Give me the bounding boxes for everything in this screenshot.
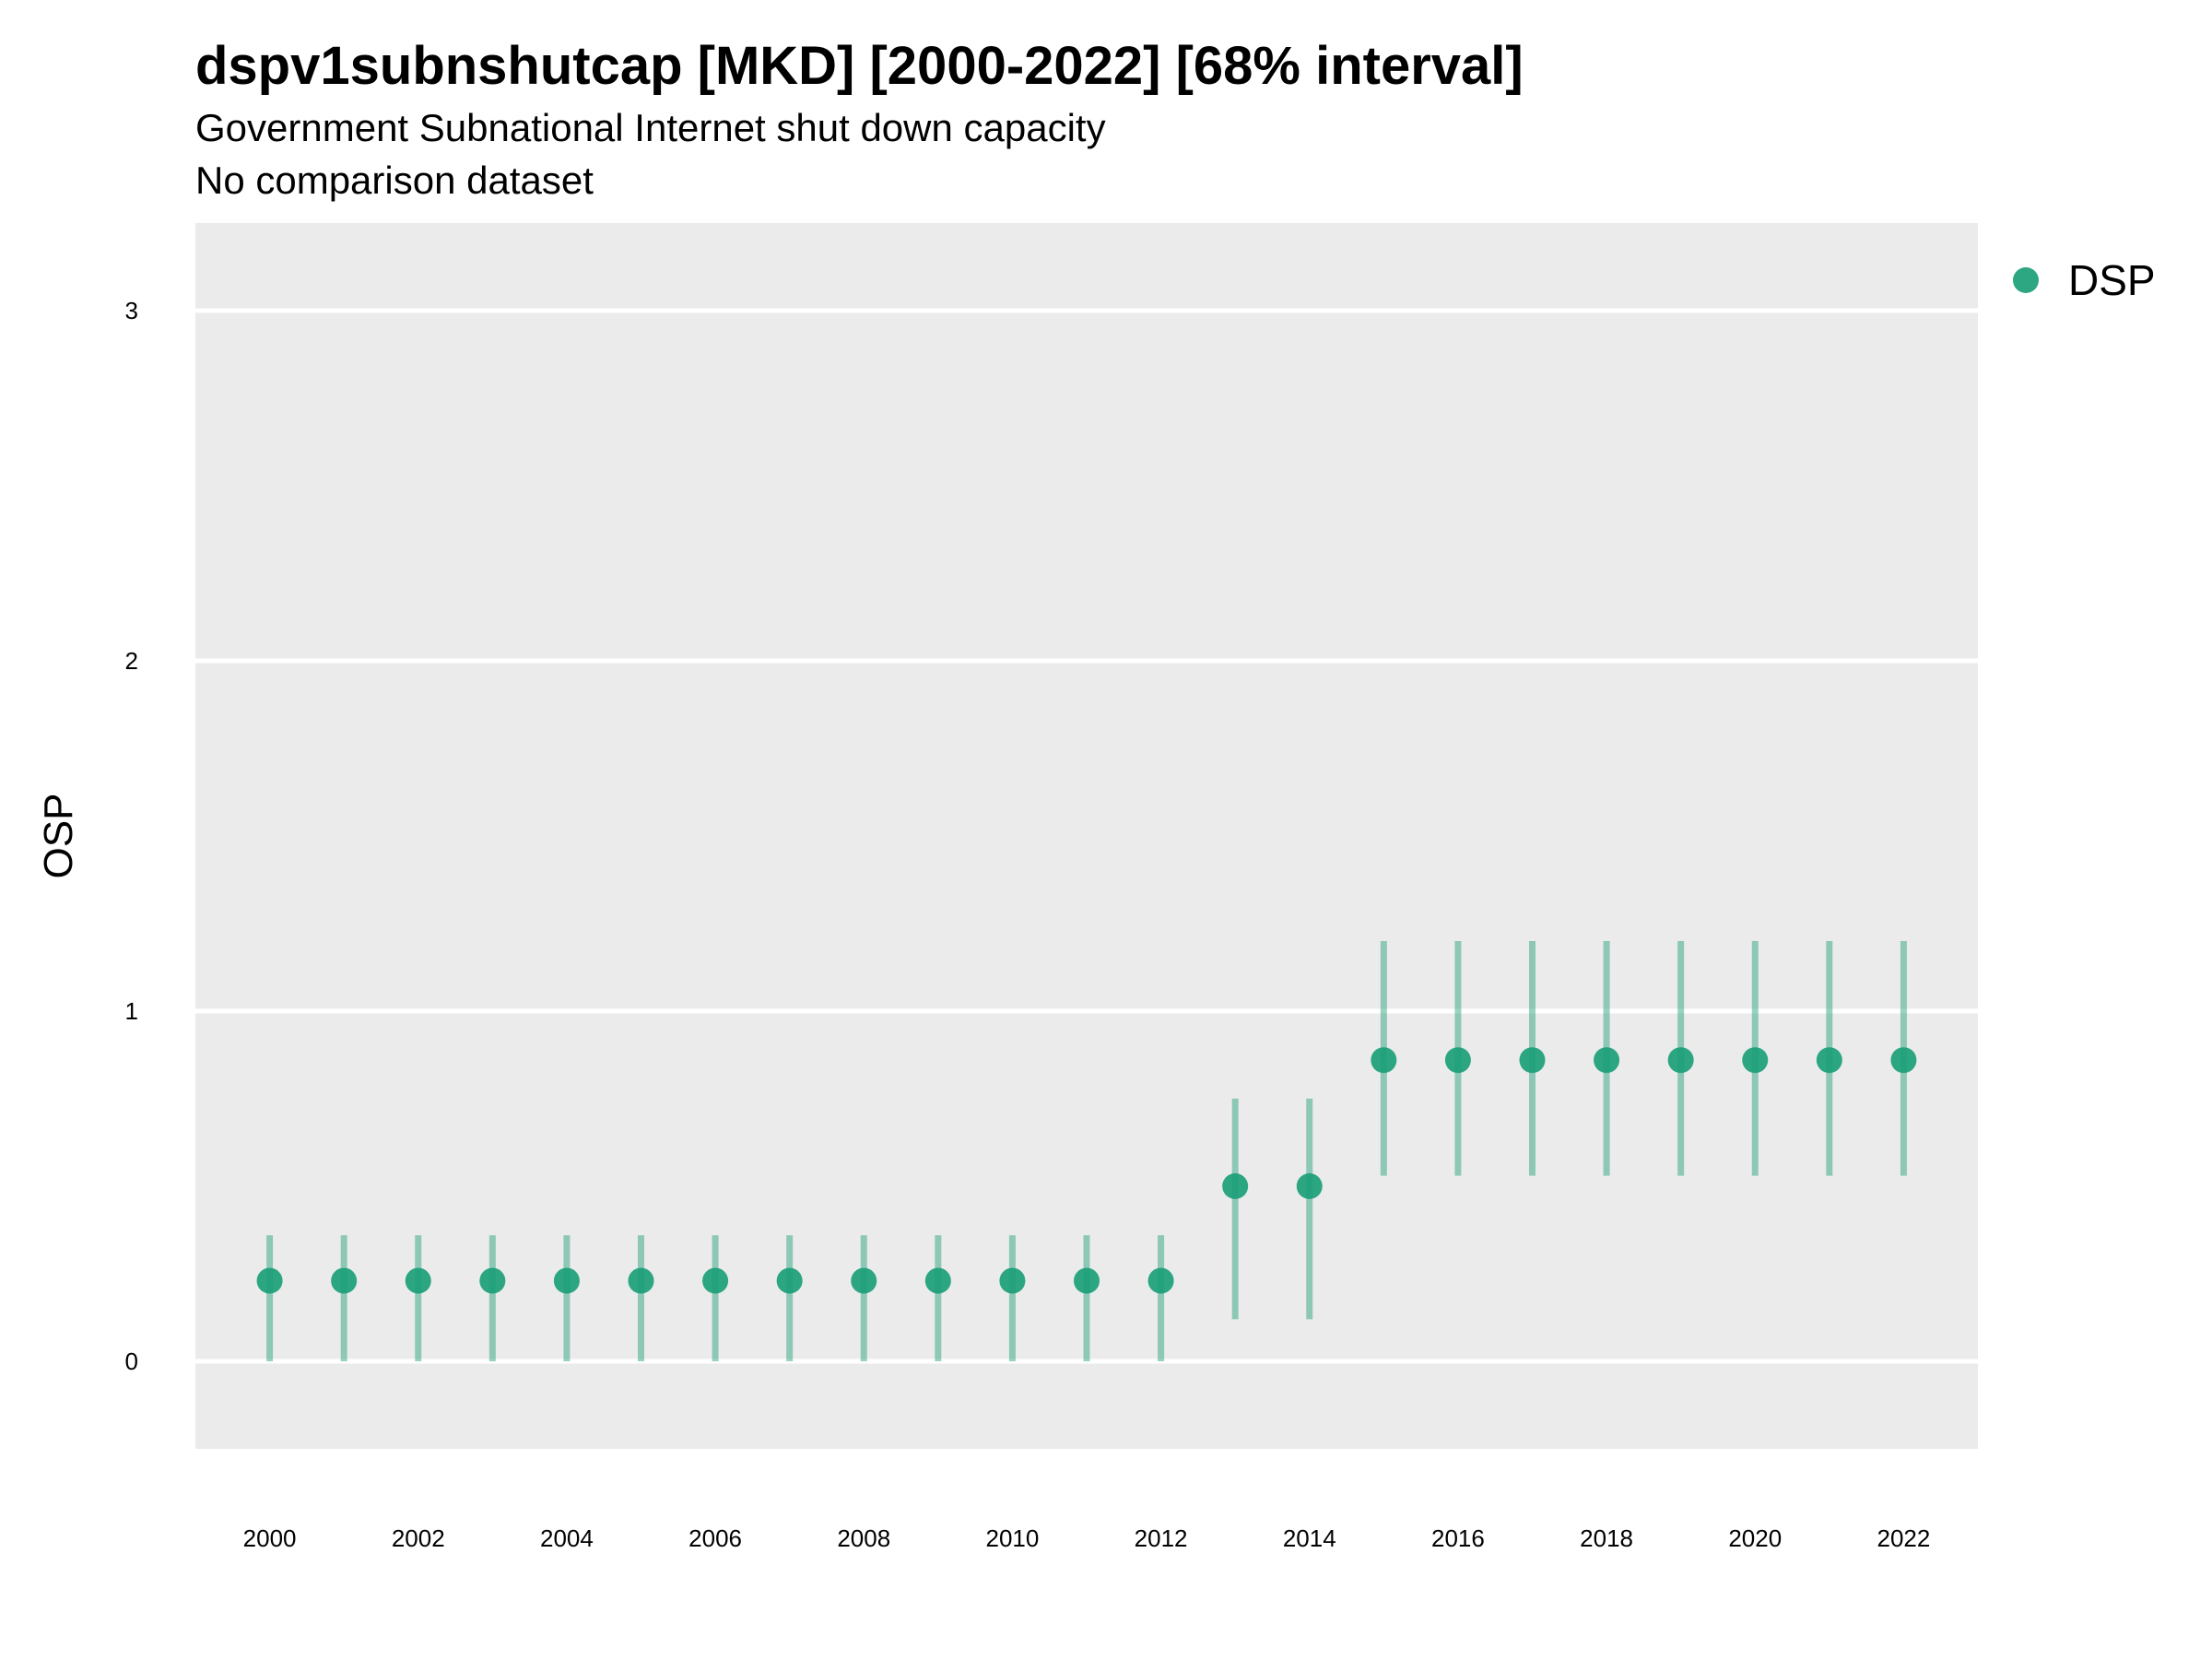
y-tick-label-0: 0 <box>125 1347 138 1375</box>
data-point-2010 <box>999 1267 1026 1294</box>
chart-title: dspv1subnshutcap [MKD] [2000-2022] [68% … <box>195 36 1524 96</box>
data-point-2002 <box>405 1267 431 1294</box>
data-point-2012 <box>1147 1267 1174 1294</box>
plot-panel <box>195 223 1978 1449</box>
y-tick-label-3: 3 <box>125 297 138 324</box>
data-point-2000 <box>256 1267 283 1294</box>
data-point-2016 <box>1444 1047 1471 1074</box>
x-tick-label-2014: 2014 <box>1283 1524 1336 1552</box>
x-tick-label-2006: 2006 <box>688 1524 742 1552</box>
data-point-2013 <box>1222 1173 1249 1199</box>
chart-caption: No comparison dataset <box>195 159 594 202</box>
data-point-2017 <box>1519 1047 1546 1074</box>
data-point-2015 <box>1371 1047 1397 1074</box>
data-point-2011 <box>1074 1267 1100 1294</box>
x-tick-label-2002: 2002 <box>392 1524 445 1552</box>
y-tick-label-2: 2 <box>125 647 138 675</box>
y-tick-labels: 0 1 2 3 <box>125 297 138 1375</box>
data-point-2022 <box>1890 1047 1917 1074</box>
x-tick-label-2022: 2022 <box>1877 1524 1930 1552</box>
data-point-2004 <box>553 1267 580 1294</box>
data-point-2001 <box>331 1267 358 1294</box>
y-axis-label: OSP <box>36 794 81 879</box>
data-point-2006 <box>702 1267 729 1294</box>
data-point-2003 <box>479 1267 506 1294</box>
x-tick-label-2018: 2018 <box>1580 1524 1633 1552</box>
interval-bars <box>266 941 1907 1361</box>
x-tick-label-2012: 2012 <box>1135 1524 1188 1552</box>
data-point-2018 <box>1594 1047 1620 1074</box>
data-point-2008 <box>851 1267 877 1294</box>
data-point-2005 <box>628 1267 654 1294</box>
x-tick-label-2016: 2016 <box>1431 1524 1485 1552</box>
x-tick-label-2010: 2010 <box>985 1524 1039 1552</box>
data-points <box>256 1047 1917 1294</box>
data-point-2021 <box>1816 1047 1842 1074</box>
grid-lines <box>195 308 1978 1364</box>
x-tick-labels: 2000 2002 2004 2006 2008 2010 2012 2014 2016 2018… <box>243 1524 1931 1552</box>
data-point-2009 <box>924 1267 951 1294</box>
data-point-2014 <box>1296 1173 1323 1199</box>
legend-key-dsp <box>2013 267 2039 293</box>
data-point-2019 <box>1667 1047 1694 1074</box>
x-tick-label-2004: 2004 <box>540 1524 594 1552</box>
chart-subtitle: Government Subnational Internet shut dow… <box>195 106 1106 149</box>
x-tick-label-2008: 2008 <box>837 1524 890 1552</box>
y-tick-label-1: 1 <box>125 997 138 1025</box>
data-point-2007 <box>776 1267 803 1294</box>
x-tick-label-2020: 2020 <box>1728 1524 1782 1552</box>
x-tick-label-2000: 2000 <box>243 1524 297 1552</box>
legend: DSP <box>2013 256 2156 304</box>
data-point-2020 <box>1742 1047 1769 1074</box>
legend-label-dsp: DSP <box>2068 256 2156 304</box>
